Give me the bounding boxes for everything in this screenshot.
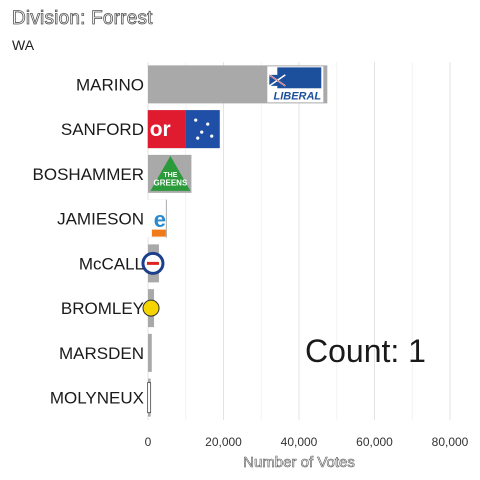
category-label: MOLYNEUX bbox=[50, 389, 144, 408]
svg-text:LIBERAL: LIBERAL bbox=[273, 90, 321, 102]
category-label: SANFORD bbox=[61, 120, 144, 139]
category-labels: MARINO SANFORD BOSHAMMER JAMIESON McCALL BROM… bbox=[33, 75, 144, 407]
svg-text:THE: THE bbox=[163, 172, 177, 179]
category-label: BROMLEY bbox=[61, 299, 144, 318]
bar-marsden bbox=[148, 333, 152, 372]
x-tick-label: 20,000 bbox=[205, 435, 242, 449]
x-tick-label: 60,000 bbox=[356, 435, 393, 449]
svg-text:e: e bbox=[154, 207, 166, 232]
svg-text:or: or bbox=[150, 118, 171, 141]
svg-text:GREENS: GREENS bbox=[154, 178, 188, 187]
category-label: JAMIESON bbox=[57, 210, 144, 229]
party-logo-liberal: LIBERAL bbox=[267, 66, 324, 103]
x-axis-label: Number of Votes bbox=[243, 454, 355, 472]
party-logo-one-nation: e bbox=[145, 199, 166, 238]
category-label: MARINO bbox=[76, 75, 144, 94]
x-tick-label: 40,000 bbox=[281, 435, 318, 449]
party-logo-yellow-party bbox=[142, 299, 160, 317]
category-label: McCALL bbox=[79, 254, 144, 273]
count-annotation: Count: 1 bbox=[305, 333, 426, 369]
party-logo-other bbox=[147, 382, 152, 414]
chart-title: Division: Forrest bbox=[12, 8, 153, 30]
chart-subtitle: WA bbox=[12, 37, 35, 53]
x-tick-labels: 0 20,000 40,000 60,000 80,000 bbox=[145, 435, 469, 449]
x-tick-label: 0 bbox=[145, 435, 152, 449]
category-label: MARSDEN bbox=[59, 344, 144, 363]
party-logo-labor: or bbox=[147, 110, 220, 149]
party-logo-christian bbox=[141, 251, 165, 275]
category-label: BOSHAMMER bbox=[33, 165, 144, 184]
x-tick-label: 80,000 bbox=[432, 435, 469, 449]
